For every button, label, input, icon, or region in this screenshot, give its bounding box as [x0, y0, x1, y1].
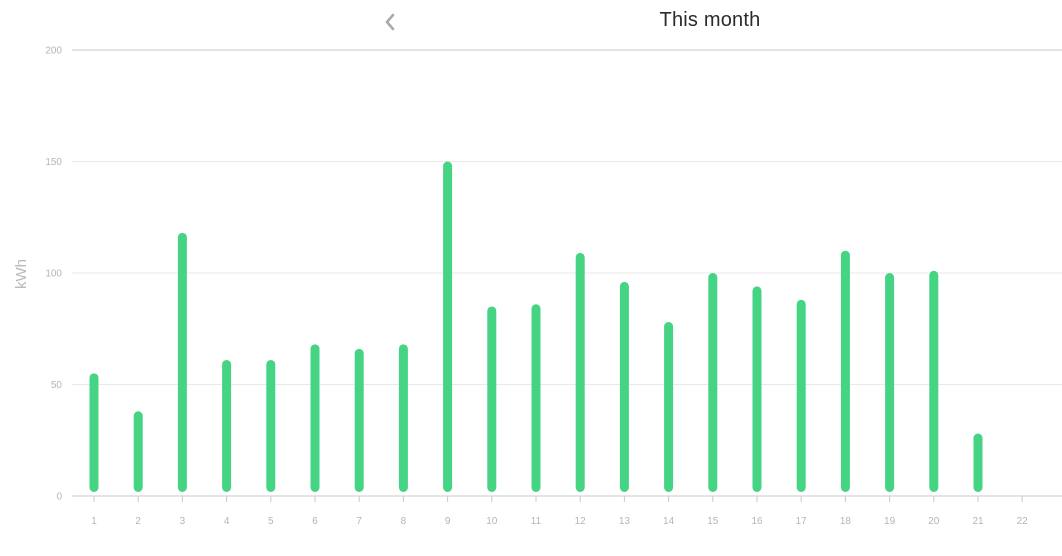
x-tick-label: 9 [445, 516, 451, 527]
x-tick-label: 21 [972, 516, 984, 527]
bar-day-4[interactable] [222, 359, 232, 492]
chevron-left-icon [385, 13, 395, 31]
bar-day-19[interactable] [885, 273, 895, 492]
header: This month [0, 0, 1062, 44]
bars [89, 161, 983, 493]
x-tick-label: 7 [356, 516, 362, 527]
bar-day-21[interactable] [973, 433, 983, 492]
bar-day-1[interactable] [89, 373, 99, 492]
x-tick-label: 10 [486, 516, 498, 527]
y-tick-label: 200 [45, 46, 62, 57]
x-tick-label: 6 [312, 516, 318, 527]
bar-day-13[interactable] [619, 281, 629, 492]
x-tick-label: 19 [884, 516, 896, 527]
x-tick-label: 3 [180, 516, 186, 527]
bar-day-17[interactable] [796, 299, 806, 492]
bar-day-12[interactable] [575, 252, 585, 492]
y-tick-label: 50 [51, 380, 63, 391]
x-tick-label: 17 [796, 516, 808, 527]
bar-day-15[interactable] [708, 273, 718, 492]
y-axis-ticks: 0 50 100 150 200 [45, 46, 62, 503]
y-tick-label: 100 [45, 269, 62, 280]
bar-day-3[interactable] [177, 232, 187, 493]
bar-day-20[interactable] [929, 270, 939, 492]
x-tick-label: 16 [751, 516, 763, 527]
y-tick-label: 150 [45, 157, 62, 168]
grid-lines [72, 49, 1062, 497]
x-tick-label: 15 [707, 516, 719, 527]
y-axis-label: kWh [13, 259, 30, 289]
x-tick-label: 8 [401, 516, 407, 527]
bar-day-16[interactable] [752, 286, 762, 492]
y-tick-label: 0 [56, 492, 62, 503]
bar-day-9[interactable] [443, 161, 453, 493]
x-tick-label: 22 [1017, 516, 1029, 527]
x-tick-label: 13 [619, 516, 631, 527]
x-axis-ticks: 1 2 3 4 5 6 7 8 9 10 11 12 13 14 15 16 17 18 19 20 21 22 [91, 496, 1028, 527]
bar-day-7[interactable] [354, 348, 364, 492]
x-tick-label: 5 [268, 516, 274, 527]
bar-day-11[interactable] [531, 304, 541, 492]
bar-day-10[interactable] [487, 306, 497, 492]
bar-day-5[interactable] [266, 359, 276, 492]
x-tick-label: 12 [575, 516, 587, 527]
x-tick-label: 1 [91, 516, 97, 527]
bar-day-6[interactable] [310, 344, 320, 492]
x-tick-label: 18 [840, 516, 852, 527]
back-button[interactable] [376, 8, 404, 36]
bar-day-8[interactable] [398, 344, 408, 492]
x-tick-label: 2 [135, 516, 141, 527]
x-tick-label: 14 [663, 516, 675, 527]
x-tick-label: 4 [224, 516, 230, 527]
x-tick-label: 20 [928, 516, 940, 527]
bar-day-18[interactable] [840, 250, 850, 492]
bar-day-2[interactable] [133, 411, 143, 492]
x-tick-label: 11 [531, 516, 542, 527]
page-title: This month [659, 9, 761, 31]
bar-day-14[interactable] [664, 322, 674, 492]
